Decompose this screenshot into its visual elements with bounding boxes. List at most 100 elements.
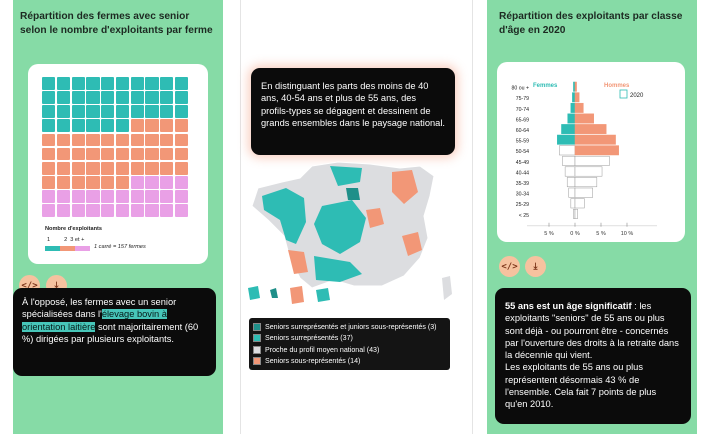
legend-swatch — [253, 322, 261, 331]
waffle-cell — [56, 133, 70, 147]
waffle-cell — [174, 147, 188, 161]
reference-legend-swatch — [619, 89, 628, 99]
waffle-cell — [130, 133, 144, 147]
waffle-cell — [130, 176, 144, 189]
waffle-cell — [174, 204, 188, 217]
legend-item: Seniors surreprésentés (37) — [253, 333, 446, 345]
waffle-cell — [71, 105, 85, 118]
waffle-cell — [86, 119, 100, 133]
waffle-cell — [101, 77, 115, 90]
category-label: 65-69 — [516, 117, 529, 123]
legend-swatch — [253, 334, 261, 343]
bar-hommes — [574, 124, 607, 135]
bar-hommes — [574, 166, 603, 177]
waffle-cell — [115, 161, 129, 175]
bar-hommes — [574, 113, 594, 124]
waffle-cell — [145, 77, 159, 90]
bar-hommes — [574, 177, 598, 188]
download-button[interactable]: ⤓ — [525, 256, 546, 277]
region-salmon-alps — [402, 232, 422, 256]
bar-femmes — [564, 166, 576, 177]
waffle-cell — [145, 204, 159, 217]
right-text-bold: 55 ans est un âge significatif — [505, 301, 632, 311]
region-salmon-center — [366, 208, 384, 228]
waffle-cell — [160, 204, 174, 217]
waffle-cell — [174, 105, 188, 118]
waffle-legend: 1 2 3 et + — [47, 237, 84, 243]
island-teal-2 — [270, 288, 278, 298]
bar-femmes — [567, 113, 576, 124]
waffle-cell — [86, 204, 100, 217]
waffle-cell — [160, 190, 174, 203]
embed-button[interactable]: </> — [499, 256, 520, 277]
right-text-1: : les exploitants "seniors" de 55 ans ou… — [505, 301, 679, 361]
bar-hommes — [574, 81, 577, 92]
waffle-cell — [115, 105, 129, 118]
waffle-cell — [145, 133, 159, 147]
waffle-legend-bar — [45, 246, 90, 251]
x-tick-label: 0 % — [570, 231, 580, 237]
right-panel: Répartition des exploitants par classe d… — [487, 0, 697, 434]
waffle-cell — [145, 161, 159, 175]
map-legend: Seniors surreprésentés et juniors sous-r… — [249, 318, 450, 370]
region-teal-west — [262, 188, 306, 244]
waffle-cell — [86, 190, 100, 203]
left-text-card: À l'opposé, les fermes avec un senior sp… — [13, 288, 216, 376]
waffle-cell — [56, 77, 70, 90]
waffle-cell — [101, 133, 115, 147]
legend-swatch — [253, 357, 261, 366]
waffle-cell — [174, 190, 188, 203]
waffle-cell — [101, 119, 115, 133]
waffle-cell — [115, 77, 129, 90]
waffle-cell — [160, 147, 174, 161]
category-label: < 25 — [519, 213, 529, 219]
region-teal-south — [314, 256, 362, 282]
waffle-cell — [160, 105, 174, 118]
island-salmon — [290, 286, 304, 304]
waffle-cell — [71, 176, 85, 189]
waffle-cell — [42, 190, 56, 203]
category-label: 70-74 — [516, 107, 529, 113]
x-tick-label: 5 % — [596, 231, 606, 237]
region-dark-teal — [346, 188, 360, 200]
series-label-femmes: Femmes — [533, 83, 558, 89]
bar-hommes — [574, 145, 619, 156]
legend-label: Seniors sous-représentés (14) — [265, 357, 361, 366]
waffle-cell — [86, 91, 100, 104]
waffle-cell — [174, 91, 188, 104]
category-label: 30-34 — [516, 192, 529, 198]
waffle-cell — [160, 77, 174, 90]
divider-right — [472, 0, 473, 434]
waffle-cell — [42, 91, 56, 104]
bar-hommes — [574, 208, 578, 219]
waffle-cell — [174, 77, 188, 90]
highlight-link-orientation[interactable]: orientation laitière — [22, 321, 96, 332]
waffle-cell — [42, 119, 56, 133]
waffle-cell — [145, 147, 159, 161]
bar-femmes — [572, 92, 576, 103]
bar-hommes — [574, 134, 616, 145]
waffle-cell — [71, 119, 85, 133]
right-panel-title: Répartition des exploitants par classe d… — [499, 11, 683, 36]
france-map — [248, 161, 452, 304]
bar-hommes — [574, 155, 610, 166]
waffle-cell — [130, 147, 144, 161]
waffle-cell — [42, 161, 56, 175]
waffle-cell — [56, 204, 70, 217]
waffle-cell — [71, 204, 85, 217]
series-label-hommes: Hommes — [604, 83, 630, 89]
waffle-cell — [42, 176, 56, 189]
waffle-cell — [56, 105, 70, 118]
legend-item: Seniors sous-représentés (14) — [253, 356, 446, 368]
highlight-link-elevage[interactable]: élevage bovin à — [101, 309, 167, 320]
waffle-cell — [71, 190, 85, 203]
category-label: 25-29 — [516, 202, 529, 208]
middle-text-card: En distinguant les parts des moins de 40… — [251, 68, 455, 155]
waffle-cell — [115, 91, 129, 104]
waffle-cell — [145, 91, 159, 104]
waffle-cell — [130, 77, 144, 90]
bar-femmes — [566, 177, 576, 188]
legend-label: Seniors surreprésentés et juniors sous-r… — [265, 322, 437, 331]
waffle-cell — [145, 105, 159, 118]
